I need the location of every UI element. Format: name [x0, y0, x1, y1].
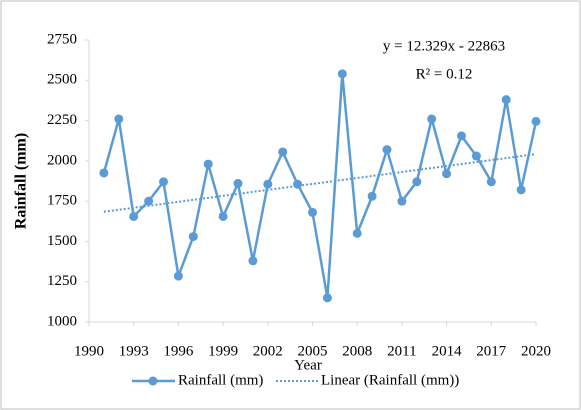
data-point — [263, 179, 273, 189]
data-point — [412, 177, 422, 187]
data-point — [457, 131, 466, 141]
data-point — [129, 211, 139, 221]
data-point — [248, 256, 258, 266]
data-point — [501, 95, 511, 105]
legend-marker — [148, 376, 158, 386]
data-point — [486, 177, 496, 187]
y-tick-label: 1250 — [47, 273, 77, 289]
legend-label: Linear (Rainfall (mm)) — [321, 372, 459, 388]
data-point — [218, 211, 228, 221]
data-point — [397, 196, 407, 206]
data-point — [293, 179, 303, 189]
x-tick-label: 1999 — [208, 343, 238, 359]
data-point — [322, 293, 332, 303]
r-squared: R² = 0.12 — [416, 66, 473, 82]
data-point — [233, 178, 243, 188]
x-tick-label: 1990 — [74, 343, 104, 359]
y-tick-label: 2250 — [47, 112, 77, 128]
data-point — [382, 145, 392, 155]
x-tick-label: 2005 — [298, 343, 328, 359]
data-point — [159, 177, 168, 187]
data-point — [114, 114, 124, 124]
equation: y = 12.329x - 22863 — [383, 38, 505, 54]
data-point — [337, 69, 347, 79]
data-point — [278, 147, 288, 157]
x-tick-label: 2017 — [476, 343, 507, 359]
data-point — [442, 169, 452, 179]
x-tick-label: 1996 — [163, 343, 194, 359]
data-point — [99, 168, 109, 178]
y-tick-label: 2000 — [47, 152, 77, 168]
y-axis-title: Rainfall (mm) — [13, 133, 30, 229]
y-tick-label: 1500 — [47, 233, 77, 249]
data-point — [367, 191, 377, 201]
x-tick-label: 2011 — [387, 343, 416, 359]
x-tick-label: 1993 — [119, 343, 149, 359]
data-point — [203, 159, 213, 169]
data-point — [516, 185, 526, 195]
y-tick-label: 1000 — [47, 313, 77, 329]
x-tick-label: 2014 — [432, 343, 463, 359]
data-point — [471, 151, 481, 161]
x-tick-label: 2020 — [521, 343, 551, 359]
y-tick-label: 2500 — [47, 72, 77, 88]
data-point — [308, 207, 317, 217]
data-point — [531, 116, 541, 126]
trendline — [103, 153, 537, 213]
x-tick-label: 2008 — [342, 343, 372, 359]
data-point — [144, 196, 154, 206]
x-tick-label: 2002 — [253, 343, 283, 359]
data-point — [427, 114, 437, 124]
data-point — [352, 228, 362, 238]
data-point — [173, 271, 183, 281]
y-tick-label: 2750 — [47, 31, 77, 47]
legend-label: Rainfall (mm) — [178, 372, 263, 388]
y-tick-label: 1750 — [47, 193, 77, 209]
data-point — [188, 232, 198, 242]
x-axis-title: Year — [294, 357, 322, 373]
